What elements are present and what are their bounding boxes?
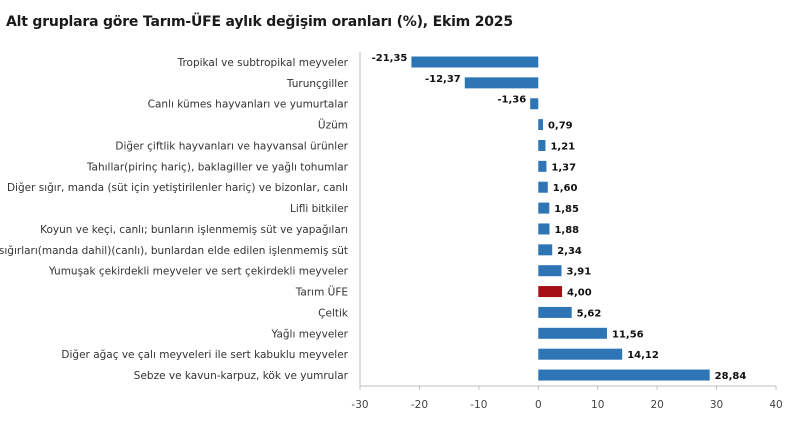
bar-chart: -30 -20 -10 0 10 20 30 40 Tropikal ve subtropika… — [0, 0, 807, 435]
bar — [538, 307, 571, 318]
data-label: 1,85 — [554, 204, 579, 215]
x-tick-label: -30 — [351, 399, 368, 411]
bar — [465, 77, 539, 88]
category-label: Koyun ve keçi, canlı; bunların işlenmemi… — [40, 224, 348, 236]
category-label: Lifli bitkiler — [290, 203, 349, 215]
x-tick-label: 20 — [650, 399, 663, 411]
data-label: 1,88 — [554, 225, 579, 236]
bar — [538, 161, 546, 172]
x-tick-label: 0 — [535, 399, 542, 411]
data-label: 1,21 — [550, 141, 575, 152]
bar — [538, 244, 552, 255]
bar — [411, 57, 538, 68]
plot-area: -30 -20 -10 0 10 20 30 40 Tropikal ve subtropika… — [0, 52, 783, 411]
data-label: 4,00 — [567, 288, 592, 299]
data-label: -1,36 — [497, 95, 526, 106]
bar — [530, 98, 538, 109]
bar — [538, 182, 548, 193]
category-label: Süt sığırları(manda dahil)(canlı), bunla… — [0, 245, 348, 257]
category-label: Sebze ve kavun-karpuz, kök ve yumrular — [134, 370, 349, 382]
data-label: -21,35 — [372, 53, 408, 64]
x-tick-label: 40 — [769, 399, 782, 411]
category-label: Diğer çiftlik hayvanları ve hayvansal ür… — [115, 140, 348, 152]
bar — [538, 140, 545, 151]
category-label: Tropikal ve subtropikal meyveler — [177, 57, 349, 69]
data-label: 5,62 — [577, 308, 602, 319]
category-label: Tahıllar(pirinç hariç), baklagiller ve y… — [86, 161, 349, 173]
x-tick-label: -10 — [470, 399, 487, 411]
category-label: Diğer ağaç ve çalı meyveleri ile sert ka… — [61, 349, 348, 361]
x-tick-label: 10 — [591, 399, 604, 411]
bar — [538, 119, 543, 130]
category-label: Turunçgiller — [286, 78, 349, 90]
category-label: Yumuşak çekirdekli meyveler ve sert çeki… — [48, 266, 349, 278]
bar — [538, 223, 549, 234]
data-label: 1,60 — [553, 183, 578, 194]
bar — [538, 349, 622, 360]
data-label: 14,12 — [627, 350, 659, 361]
data-label: 2,34 — [557, 246, 582, 257]
category-label: Çeltik — [318, 307, 349, 319]
category-label: Üzüm — [318, 119, 348, 132]
data-label: -12,37 — [425, 74, 461, 85]
category-label: Tarım ÜFE — [295, 286, 348, 299]
bar — [538, 203, 549, 214]
data-label: 0,79 — [548, 121, 573, 132]
data-label: 1,37 — [551, 162, 576, 173]
bar-highlight — [538, 286, 562, 297]
data-label: 28,84 — [715, 371, 747, 382]
category-label: Canlı kümes hayvanları ve yumurtalar — [148, 99, 349, 111]
bar — [538, 328, 607, 339]
data-label: 3,91 — [567, 267, 592, 278]
x-tick-label: -20 — [411, 399, 428, 411]
category-label: Yağlı meyveler — [270, 328, 348, 340]
data-label: 11,56 — [612, 329, 644, 340]
bar — [538, 370, 709, 381]
bar — [538, 265, 561, 276]
category-label: Diğer sığır, manda (süt için yetiştirile… — [7, 182, 348, 194]
x-tick-label: 30 — [710, 399, 723, 411]
